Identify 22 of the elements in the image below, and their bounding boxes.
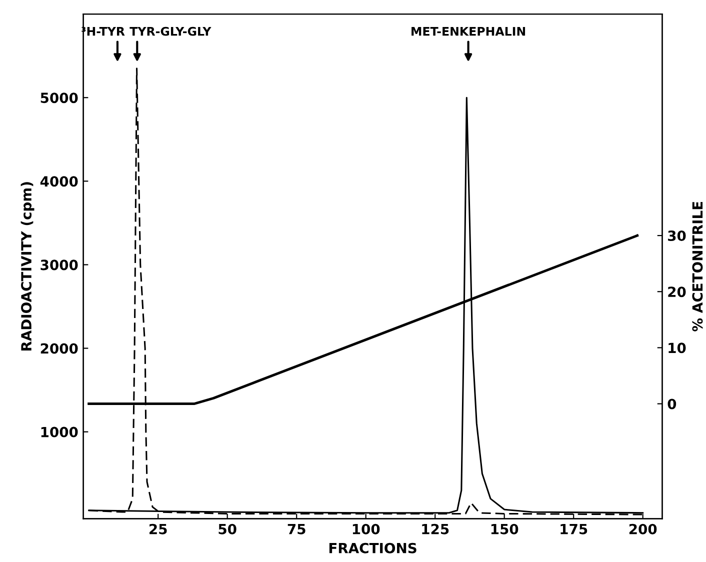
x-tick-label: 25 (150, 524, 167, 534)
y-axis-title: RADIOACTIVITY (cpm) (20, 182, 34, 351)
x-tick-label: 175 (560, 524, 588, 534)
x-tick-label: 200 (629, 524, 657, 534)
annotation: TYR-GLY-GLY (130, 26, 212, 36)
annotation: MET-ENKEPHALIN (412, 27, 526, 36)
x-axis-title: FRACTIONS (329, 542, 416, 554)
y2-tick-label: 20 (668, 286, 686, 298)
y-tick-label: 2000 (40, 343, 78, 354)
y2-tick-label: 30 (668, 230, 686, 242)
y-tick-label: 1000 (41, 426, 78, 438)
x-tick-label: 150 (491, 524, 518, 534)
y2-tick-label: 10 (668, 342, 686, 354)
x-tick-label: 50 (218, 524, 236, 534)
y-tick-label: 3000 (40, 260, 78, 270)
y-tick-label: 5000 (40, 92, 78, 104)
x-tick-label: 75 (288, 524, 306, 534)
x-tick-label: 125 (422, 524, 449, 534)
x-tick-label: 100 (352, 524, 380, 534)
y-tick-label: 4000 (40, 176, 78, 187)
y2-tick-label: 0 (668, 398, 676, 410)
y2-axis-title: % ACETONITRILE (692, 202, 703, 332)
